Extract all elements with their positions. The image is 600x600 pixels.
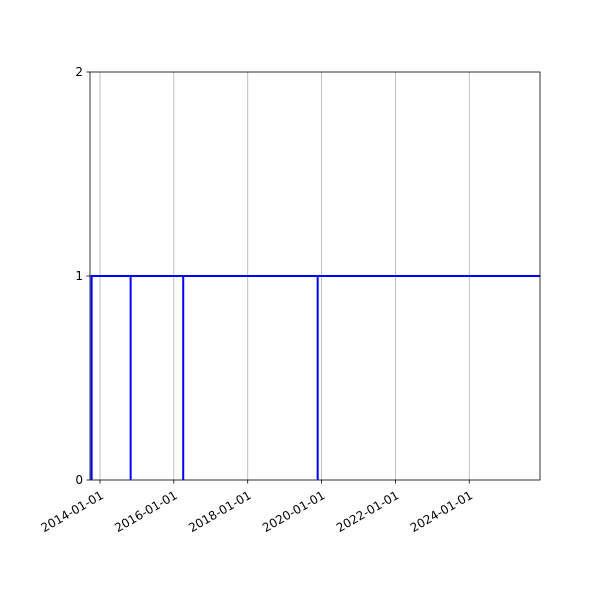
x-tick-label: 2020-01-01 [260,488,327,535]
x-tick-label: 2024-01-01 [408,488,475,535]
series-line [90,275,540,480]
x-tick-label: 2022-01-01 [334,488,401,535]
y-tick-label: 1 [75,269,83,283]
x-tick-label: 2018-01-01 [186,488,253,535]
x-tick-label: 2016-01-01 [112,488,179,535]
y-tick-label: 2 [75,65,83,79]
x-tick-label: 2014-01-01 [39,488,106,535]
y-tick-label: 0 [75,473,83,487]
